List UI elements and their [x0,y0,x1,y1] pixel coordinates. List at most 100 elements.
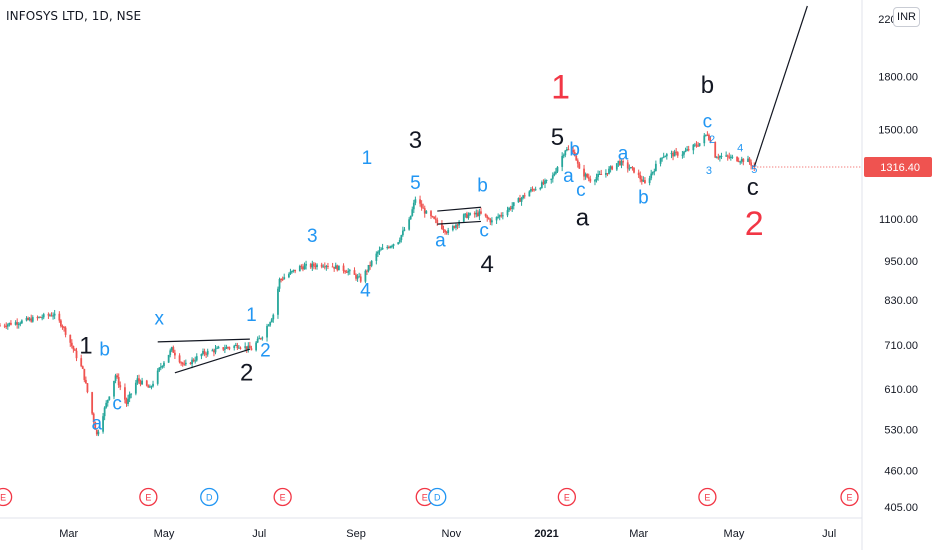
candle-body [562,155,565,157]
candle-body [456,224,459,226]
candle-body [550,178,553,180]
candle-body [114,375,117,381]
candle-body [283,277,286,280]
candle-body [462,214,465,222]
earnings-marker[interactable] [273,487,292,507]
candle-body [586,174,589,178]
candle-body [227,347,229,349]
candle-body [83,368,86,380]
trend-line[interactable] [157,338,250,343]
time-tick-label: May [154,528,175,540]
earnings-marker[interactable] [840,487,859,507]
candle-body [309,264,312,268]
candle-body [412,202,415,210]
earnings-marker[interactable] [0,487,13,507]
candle-body [366,270,368,272]
candle-body [163,362,165,366]
candle-body [551,175,554,179]
candle-body [61,326,64,328]
candle-body [389,246,392,248]
candle-body [508,207,510,211]
candle-body [576,160,579,164]
candle-body [619,160,621,166]
candle-body [425,211,428,214]
candle-body [294,269,297,272]
candle-body [676,152,679,156]
candle-body [323,266,326,268]
candle-body [584,174,587,177]
projection-line[interactable] [753,5,808,168]
trend-line[interactable] [174,348,251,374]
candle-body [138,378,140,382]
price-tick-label: 610.00 [884,384,918,396]
candle-body [178,355,181,363]
currency-button[interactable]: INR [893,7,920,27]
dividend-marker[interactable] [200,487,219,507]
dividend-marker[interactable] [428,487,447,507]
price-tick-label: 1100.00 [879,214,918,226]
candle-body [747,158,749,162]
price-tick-label: 950.00 [884,256,918,268]
wave-label: b [701,72,714,99]
candle-body [158,367,161,371]
trend-line[interactable] [437,206,482,212]
candle-body [467,215,470,218]
candle-body [729,156,732,158]
candle-body [102,416,104,432]
candle-body [736,156,738,162]
candle-body [344,270,347,272]
candle-body [726,155,729,157]
candle-body [423,208,426,214]
candle-body [184,362,187,365]
candle-body [0,325,1,327]
candle-body [575,155,578,161]
earnings-marker[interactable] [698,487,717,507]
candle-body [617,160,620,164]
candle-body [52,315,54,317]
candle-body [411,209,414,216]
wave-label: 4 [481,251,494,278]
candle-body [694,144,696,146]
candle-body [239,347,242,349]
candle-body [476,212,479,216]
candle-body [195,356,198,361]
candle-body [651,171,654,174]
candle-body [134,382,137,394]
candle-body [369,264,371,266]
candle-body [397,242,400,245]
candle-body [648,178,651,183]
candle-body [287,274,290,278]
candle-body [36,317,39,319]
candle-body [555,171,557,174]
candle-body [455,224,457,228]
candle-body [5,325,8,327]
trend-line[interactable] [437,220,482,225]
candle-body [161,365,164,367]
candle-body [715,157,718,159]
candle-body [469,212,471,216]
candle-body [331,266,334,268]
candle-body [106,399,109,403]
candle-body [225,347,228,349]
candle-body [497,216,500,218]
candle-body [336,265,339,271]
candle-body [136,378,139,383]
candle-body [60,320,62,327]
candle-body [147,385,150,388]
earnings-marker[interactable] [557,487,577,507]
earnings-marker[interactable] [139,487,158,507]
symbol-title: INFOSYS LTD, 1D, NSE [6,9,142,23]
candle-body [608,168,610,174]
candle-body [375,253,378,261]
wave-label: c [112,394,122,415]
candle-body [539,187,542,190]
candle-body [681,154,684,156]
candle-body [466,213,468,218]
candle-body [731,156,734,158]
candle-body [512,202,515,207]
candle-body [386,246,389,248]
candle-body [149,386,151,388]
candle-body [675,151,678,153]
